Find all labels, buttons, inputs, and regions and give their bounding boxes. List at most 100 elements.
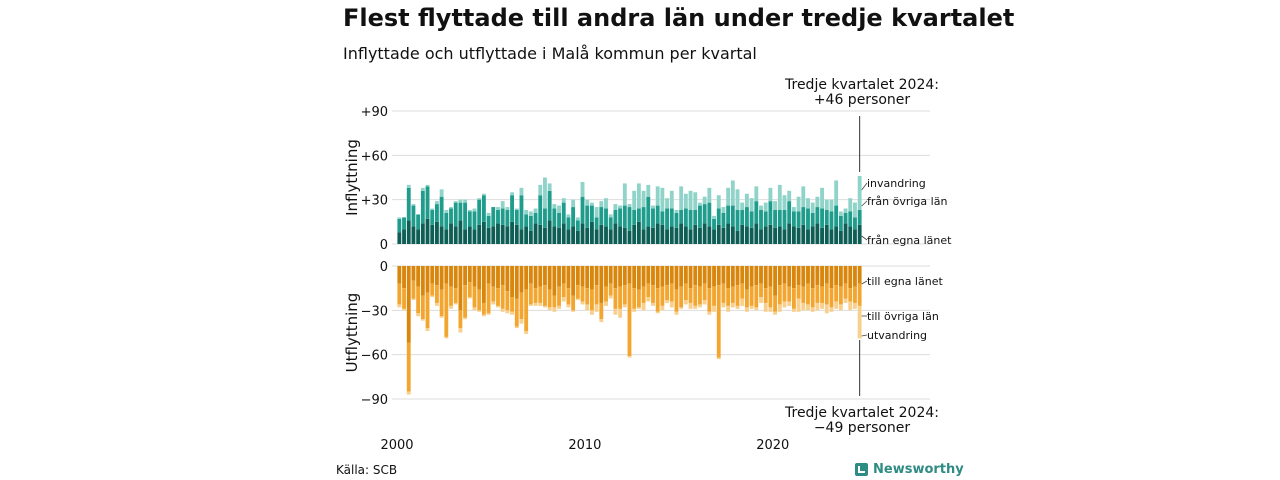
chart-title: Flest flyttade till andra län under tred…	[343, 4, 1015, 32]
bar-utflyttning-2	[552, 307, 557, 312]
bar-inflyttning-0	[627, 230, 632, 244]
bar-utflyttning-2	[829, 307, 834, 312]
bar-utflyttning-2	[402, 308, 406, 311]
bar-utflyttning-2	[651, 302, 655, 306]
bar-utflyttning-2	[730, 302, 735, 308]
bar-inflyttning-2	[716, 195, 721, 209]
bar-utflyttning-1	[496, 288, 500, 306]
bar-inflyttning-1	[829, 211, 834, 230]
bar-utflyttning-2	[608, 295, 613, 299]
bar-inflyttning-0	[472, 229, 477, 244]
bar-utflyttning-0	[420, 266, 425, 296]
bar-utflyttning-1	[651, 285, 655, 303]
bar-utflyttning-0	[514, 266, 519, 299]
bar-inflyttning-2	[467, 210, 472, 212]
bar-inflyttning-1	[745, 207, 749, 227]
bar-utflyttning-1	[745, 289, 749, 308]
bar-inflyttning-2	[787, 190, 792, 202]
bar-inflyttning-1	[688, 210, 693, 230]
bar-inflyttning-1	[519, 195, 524, 230]
bar-inflyttning-1	[773, 210, 778, 228]
bar-utflyttning-1	[519, 292, 524, 320]
bar-utflyttning-0	[557, 266, 561, 287]
bar-inflyttning-1	[665, 208, 669, 230]
bar-utflyttning-1	[768, 286, 773, 308]
bar-utflyttning-2	[599, 319, 604, 323]
bar-utflyttning-1	[481, 302, 486, 315]
bar-utflyttning-0	[735, 266, 740, 286]
bar-utflyttning-2	[843, 298, 848, 303]
bar-utflyttning-1	[702, 283, 707, 300]
bar-inflyttning-2	[815, 196, 820, 208]
bar-utflyttning-1	[754, 285, 759, 308]
bar-inflyttning-2	[571, 199, 576, 208]
bar-inflyttning-0	[453, 226, 458, 244]
bar-inflyttning-1	[613, 210, 618, 224]
bar-utflyttning-2	[777, 304, 782, 312]
bar-utflyttning-2	[838, 304, 843, 311]
bar-inflyttning-1	[604, 208, 608, 227]
bar-inflyttning-1	[740, 210, 745, 225]
bar-utflyttning-1	[402, 288, 406, 309]
bar-utflyttning-2	[773, 311, 778, 315]
bar-utflyttning-1	[594, 285, 599, 305]
bar-inflyttning-2	[435, 201, 439, 205]
bar-utflyttning-1	[510, 297, 514, 312]
bar-utflyttning-0	[730, 266, 735, 287]
bar-utflyttning-0	[777, 266, 782, 286]
bar-utflyttning-2	[768, 307, 773, 312]
bar-utflyttning-1	[571, 295, 576, 311]
bar-inflyttning-0	[824, 224, 829, 244]
bar-inflyttning-1	[735, 210, 740, 231]
bar-inflyttning-1	[561, 202, 566, 224]
bar-inflyttning-0	[411, 226, 416, 244]
bar-inflyttning-1	[594, 217, 599, 230]
bar-utflyttning-0	[425, 266, 430, 293]
bar-utflyttning-2	[528, 304, 533, 306]
bar-inflyttning-0	[674, 227, 679, 244]
bar-inflyttning-1	[768, 201, 773, 225]
bar-inflyttning-0	[566, 229, 571, 244]
bar-inflyttning-2	[622, 183, 627, 206]
bar-inflyttning-1	[500, 208, 505, 225]
bar-inflyttning-0	[712, 229, 716, 244]
bar-utflyttning-1	[791, 288, 796, 309]
series-label-leader	[861, 182, 868, 191]
bar-utflyttning-1	[838, 286, 843, 305]
bar-inflyttning-1	[683, 208, 688, 227]
bar-utflyttning-2	[801, 302, 806, 311]
bar-inflyttning-1	[627, 207, 632, 231]
bar-inflyttning-2	[533, 208, 538, 213]
bar-inflyttning-1	[575, 220, 580, 231]
bar-inflyttning-1	[585, 205, 590, 228]
bar-utflyttning-0	[533, 266, 538, 289]
bar-inflyttning-2	[486, 212, 491, 216]
bar-inflyttning-1	[702, 204, 707, 224]
y-tick-label: +90	[361, 105, 388, 120]
bar-utflyttning-0	[613, 266, 618, 289]
bar-inflyttning-1	[547, 190, 552, 221]
bar-inflyttning-1	[618, 208, 623, 227]
bar-utflyttning-0	[543, 266, 547, 286]
bar-inflyttning-1	[806, 208, 810, 230]
bar-inflyttning-1	[477, 199, 482, 225]
bar-inflyttning-2	[768, 187, 773, 202]
bar-inflyttning-1	[749, 211, 754, 228]
bar-utflyttning-2	[406, 391, 411, 395]
bar-inflyttning-1	[636, 208, 641, 222]
bar-utflyttning-1	[853, 286, 857, 303]
bar-utflyttning-2	[834, 301, 839, 309]
bar-inflyttning-0	[524, 226, 529, 244]
bar-inflyttning-0	[500, 224, 505, 244]
bar-inflyttning-2	[655, 186, 660, 206]
bar-inflyttning-0	[646, 226, 651, 244]
bar-utflyttning-0	[660, 266, 665, 287]
bar-utflyttning-0	[636, 266, 641, 290]
annotation-value: −49 personer	[814, 420, 911, 436]
bar-utflyttning-0	[467, 266, 472, 283]
bar-inflyttning-1	[435, 204, 439, 222]
bar-inflyttning-0	[420, 223, 425, 244]
bar-inflyttning-1	[486, 215, 491, 228]
bar-inflyttning-0	[557, 227, 561, 244]
bar-inflyttning-0	[575, 230, 580, 244]
